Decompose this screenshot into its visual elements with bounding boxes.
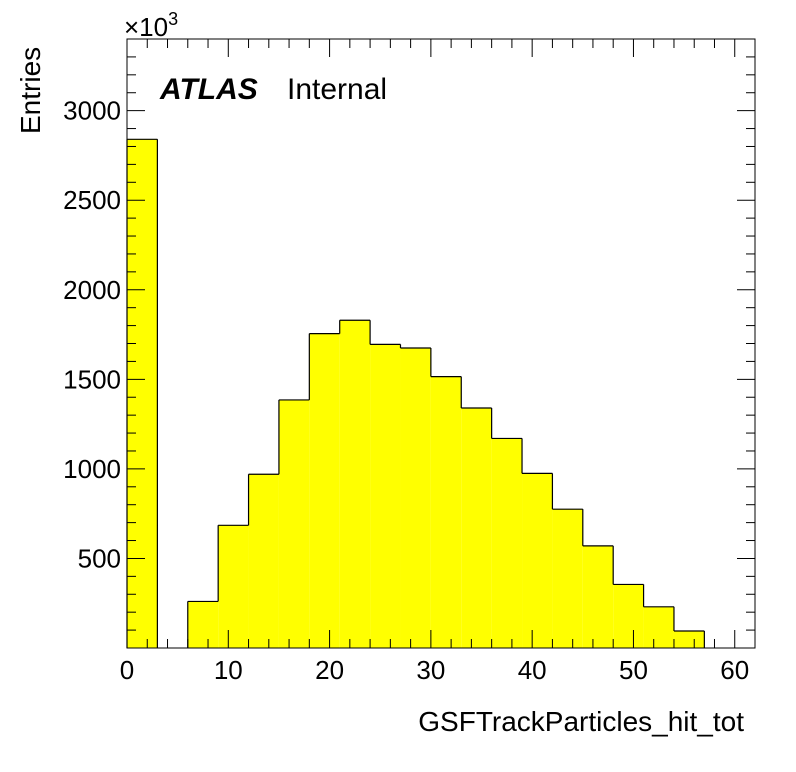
histogram-bar: [339, 320, 371, 648]
x-tick-label: 20: [315, 655, 344, 685]
y-axis-multiplier: ×103: [124, 9, 178, 42]
y-tick-label: 3000: [63, 96, 121, 126]
histogram-bar: [430, 376, 462, 648]
histogram-bar: [461, 407, 492, 648]
atlas-label: ATLAS: [159, 73, 258, 106]
histogram-bar: [613, 584, 644, 648]
x-axis-title: GSFTrackParticles_hit_tot: [418, 706, 744, 737]
axis-ticks: [126, 38, 756, 648]
x-tick-labels: 0 10 20 30 40 50 60: [120, 655, 749, 685]
histogram-bar: [491, 438, 523, 648]
y-tick-label: 500: [78, 543, 121, 573]
x-tick-label: 50: [619, 655, 648, 685]
histogram-bar: [582, 545, 614, 648]
x-tick-label: 0: [120, 655, 134, 685]
y-tick-label: 1000: [63, 454, 121, 484]
x-tick-label: 40: [518, 655, 547, 685]
histogram-bar: [522, 473, 553, 648]
x-tick-label: 60: [720, 655, 749, 685]
y-tick-label: 2500: [63, 185, 121, 215]
histogram-bar: [309, 333, 340, 648]
y-tick-label: 1500: [63, 364, 121, 394]
x-tick-label: 10: [214, 655, 243, 685]
histogram-bar: [127, 139, 158, 648]
histogram-bar: [248, 474, 279, 648]
histogram-bar: [187, 601, 219, 648]
y-tick-labels: 500 1000 1500 2000 2500 3000: [63, 96, 121, 574]
y-tick-label: 2000: [63, 275, 121, 305]
histogram-bar: [370, 344, 401, 648]
y-axis-title: Entries: [15, 47, 46, 134]
histogram-bar: [673, 630, 705, 648]
histogram-bar: [218, 525, 249, 648]
internal-label: Internal: [287, 73, 387, 106]
histogram-bar: [400, 347, 431, 648]
x-tick-label: 30: [416, 655, 445, 685]
histogram-bar: [552, 509, 583, 648]
histogram-bar: [643, 606, 674, 648]
histogram-bars: [126, 138, 705, 648]
histogram-bar: [278, 399, 310, 648]
